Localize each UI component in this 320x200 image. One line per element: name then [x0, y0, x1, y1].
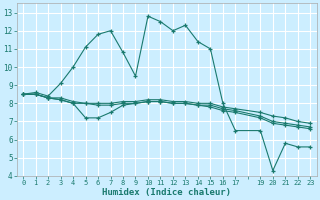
X-axis label: Humidex (Indice chaleur): Humidex (Indice chaleur)	[102, 188, 231, 197]
